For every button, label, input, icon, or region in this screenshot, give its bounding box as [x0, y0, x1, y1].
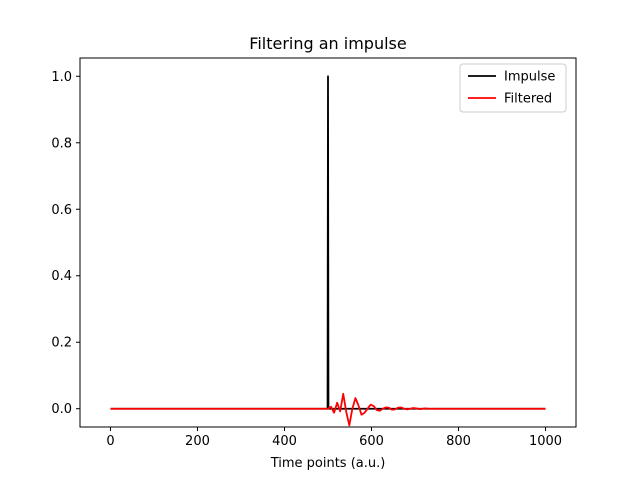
x-tick-label: 800 [446, 434, 471, 449]
x-axis-ticks: 0 200 400 600 800 1000 [106, 427, 562, 449]
y-tick-label: 1.0 [51, 70, 72, 85]
plot-lines [110, 75, 546, 427]
y-tick-label: 0.0 [51, 402, 72, 417]
x-tick-label: 200 [185, 434, 210, 449]
x-tick-label: 400 [272, 434, 297, 449]
y-tick-label: 0.8 [51, 136, 72, 151]
x-axis-label: Time points (a.u.) [270, 456, 386, 471]
y-tick-label: 0.2 [51, 336, 72, 351]
legend-label-filtered: Filtered [504, 92, 552, 107]
series-line-filtered [110, 392, 546, 427]
x-tick-label: 0 [106, 434, 114, 449]
y-axis-ticks: 0.0 0.2 0.4 0.6 0.8 1.0 [51, 70, 80, 417]
legend-label-impulse: Impulse [504, 70, 555, 85]
axes-frame [79, 57, 577, 428]
y-tick-label: 0.6 [51, 203, 72, 218]
legend: Impulse Filtered [459, 63, 567, 113]
x-tick-label: 1000 [529, 434, 562, 449]
x-tick-label: 600 [359, 434, 384, 449]
y-tick-label: 0.4 [51, 269, 72, 284]
chart-title: Filtering an impulse [249, 34, 406, 53]
